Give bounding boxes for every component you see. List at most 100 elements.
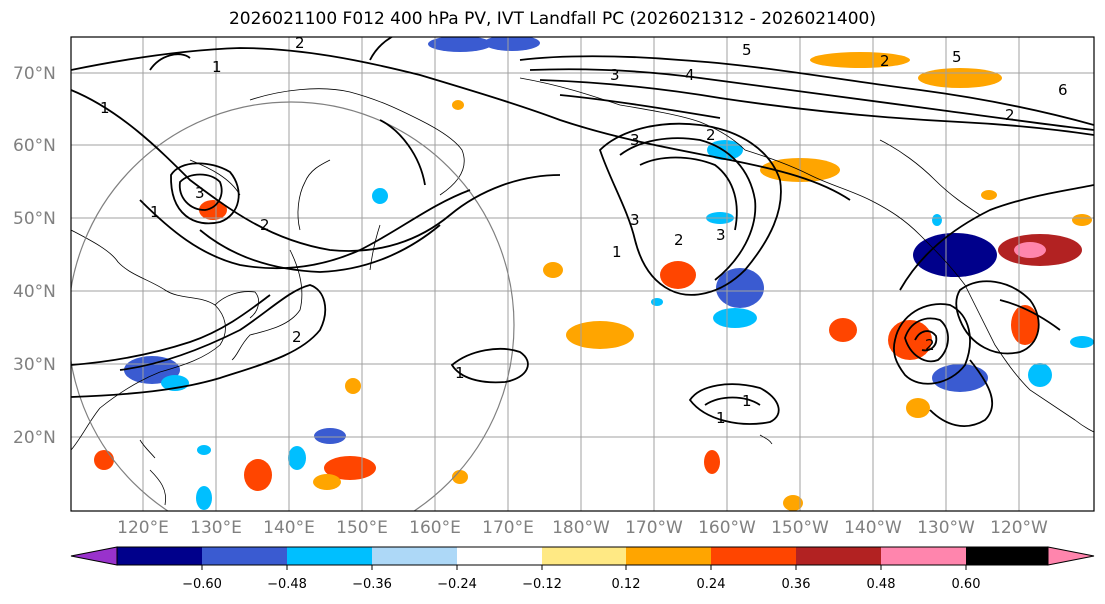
pv-negative-blob	[713, 308, 757, 328]
lat-label: 20°N	[13, 428, 56, 448]
pv-positive-blob	[1014, 242, 1046, 258]
colorbar-tick-label: 0.24	[697, 577, 726, 592]
contour-label: 1	[100, 99, 110, 117]
lon-label: 140°E	[263, 518, 315, 538]
pv-negative-blob	[484, 37, 540, 51]
pv-positive-blob	[324, 456, 376, 480]
contour-label: 6	[1058, 81, 1068, 99]
pv-negative-blob	[288, 446, 306, 470]
pv-negative-blob	[651, 298, 663, 306]
contour-label: 2	[706, 126, 716, 144]
colorbar-segment	[542, 547, 626, 565]
pv-positive-blob	[704, 450, 720, 474]
colorbar-tick-label: −0.36	[352, 577, 392, 592]
colorbar-tick-label: 0.12	[612, 577, 641, 592]
colorbar-tick-label: 0.36	[782, 577, 811, 592]
colorbar-tick-label: 0.60	[952, 577, 981, 592]
map-panel: 1 2 3 4 5 6 3 2 3 2 3 2 1 1 1 5 1 2 3 2 …	[71, 34, 1094, 511]
contour-label: 3	[195, 184, 205, 202]
lat-label: 50°N	[13, 209, 56, 229]
contour-label: 3	[630, 131, 640, 149]
lon-label: 150°E	[336, 518, 388, 538]
latitude-labels: 70°N 60°N 50°N 40°N 30°N 20°N	[13, 64, 56, 448]
lon-label: 130°E	[190, 518, 242, 538]
pv-positive-blob	[313, 474, 341, 490]
coastlines	[71, 77, 1094, 506]
contour-label: 3	[716, 226, 726, 244]
range-ring	[71, 101, 515, 511]
colorbar-segment	[881, 547, 966, 565]
colorbar-segment	[287, 547, 372, 565]
colorbar-tick-label: −0.60	[182, 577, 222, 592]
colorbar-segment	[117, 547, 202, 565]
lon-label: 130°W	[917, 518, 975, 538]
lon-label: 150°W	[771, 518, 829, 538]
pv-negative-blob	[716, 268, 764, 308]
pv-positive-blob	[543, 262, 563, 278]
contour-label: 3	[610, 66, 620, 84]
pv-positive-blob	[345, 378, 361, 394]
pv-negative-blob	[314, 428, 346, 444]
colorbar: −0.60 −0.48 −0.36 −0.24 −0.12 0.12 0.24 …	[70, 546, 1095, 592]
pv-positive-blob	[1072, 214, 1092, 226]
colorbar-segment	[457, 547, 542, 565]
contour-label: 5	[742, 41, 752, 59]
pv-positive-blob	[829, 318, 857, 342]
lon-label: 170°E	[482, 518, 534, 538]
lon-label: 120°W	[990, 518, 1048, 538]
contour-label: 2	[674, 231, 684, 249]
pv-negative-blob	[197, 445, 211, 455]
lon-label: 120°E	[117, 518, 169, 538]
contour-label: 1	[212, 58, 222, 76]
pv-positive-blob	[566, 321, 634, 349]
lon-label: 160°W	[698, 518, 756, 538]
figure-title: 2026021100 F012 400 hPa PV, IVT Landfall…	[228, 9, 876, 29]
colorbar-tick-label: 0.48	[867, 577, 896, 592]
pv-positive-blob	[810, 52, 910, 68]
pv-anomaly-shading	[94, 37, 1094, 511]
colorbar-tick-label: −0.24	[437, 577, 477, 592]
pv-negative-blob	[428, 37, 492, 52]
colorbar-tick-label: −0.12	[522, 577, 562, 592]
colorbar-extend-right	[1047, 546, 1095, 566]
colorbar-ticks	[201, 565, 967, 570]
map-frame	[70, 36, 1095, 512]
pv-positive-blob	[1011, 305, 1039, 345]
contour-label: 2	[925, 336, 935, 354]
contour-label: 2	[880, 52, 890, 70]
colorbar-extend-left	[70, 546, 118, 566]
contour-label: 1	[150, 203, 160, 221]
pv-positive-blob	[918, 68, 1002, 88]
pv-negative-blob	[913, 233, 997, 277]
contour-label: 2	[295, 34, 305, 52]
colorbar-tick-label: −0.48	[267, 577, 307, 592]
pv-positive-blob	[452, 470, 468, 484]
colorbar-segment	[626, 547, 711, 565]
pv-negative-blob	[1028, 363, 1052, 387]
pv-positive-blob	[199, 200, 227, 220]
pv-negative-blob	[372, 188, 388, 204]
pv-contours	[71, 37, 1094, 427]
lon-label: 140°W	[844, 518, 902, 538]
graticule	[71, 37, 1094, 511]
colorbar-tick-labels: −0.60 −0.48 −0.36 −0.24 −0.12 0.12 0.24 …	[182, 577, 980, 592]
contour-label: 1	[716, 409, 726, 427]
contour-label: 1	[455, 364, 465, 382]
pv-positive-blob	[660, 261, 696, 289]
colorbar-segment	[966, 547, 1048, 565]
colorbar-segment	[372, 547, 457, 565]
contour-label: 4	[685, 66, 695, 84]
lat-label: 40°N	[13, 282, 56, 302]
contour-label: 2	[292, 328, 302, 346]
pv-positive-blob	[452, 100, 464, 110]
contour-label: 1	[742, 392, 752, 410]
colorbar-segment	[711, 547, 796, 565]
pv-positive-blob	[783, 495, 803, 511]
colorbar-frame	[116, 546, 1049, 566]
pv-positive-blob	[981, 190, 997, 200]
lat-label: 60°N	[13, 136, 56, 156]
contour-label: 2	[1005, 106, 1015, 124]
colorbar-segment	[202, 547, 287, 565]
colorbar-segment	[796, 547, 881, 565]
